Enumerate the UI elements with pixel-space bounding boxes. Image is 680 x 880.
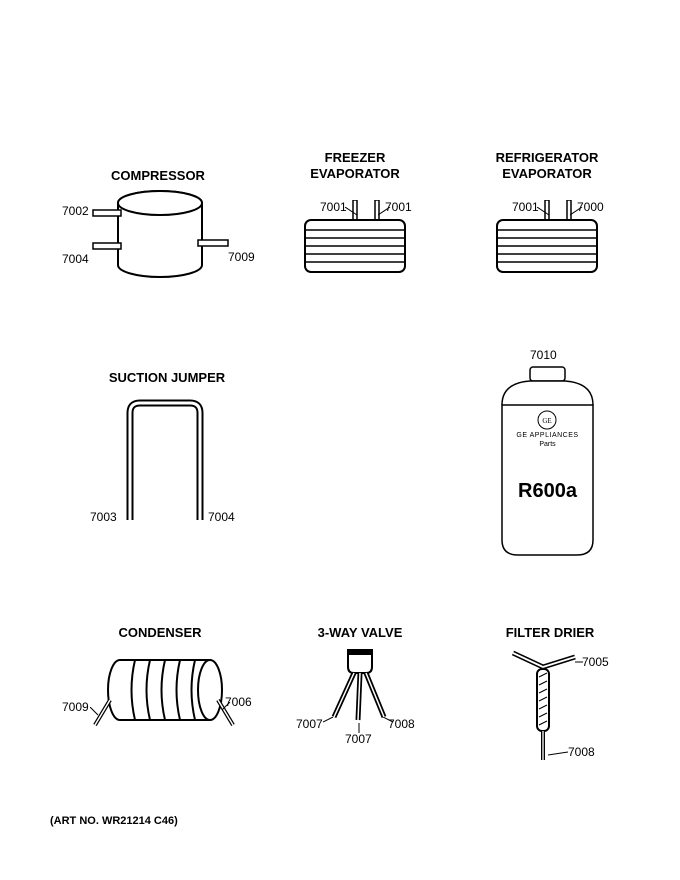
suction-jumper-drawing xyxy=(110,395,220,525)
compressor-label-tl: 7002 xyxy=(62,204,89,218)
compressor-label-bl: 7004 xyxy=(62,252,89,266)
filter-label-t: 7005 xyxy=(582,655,609,669)
parts-diagram: COMPRESSOR 7002 7004 7009 FREEZER EVAPOR… xyxy=(0,0,680,880)
refrigerant-product: R600a xyxy=(505,480,590,503)
compressor-drawing xyxy=(85,185,235,295)
compressor-label-br: 7009 xyxy=(228,250,255,264)
refrig-evap-title1: REFRIGERATOR xyxy=(482,150,612,165)
refrigerant-brand1: GE APPLIANCES xyxy=(510,432,585,439)
suction-label-r: 7004 xyxy=(208,510,235,524)
condenser-drawing xyxy=(90,650,240,740)
refrigerant-label-top: 7010 xyxy=(530,348,557,362)
art-number: (ART NO. WR21214 C46) xyxy=(50,815,178,827)
freezer-evap-title2: EVAPORATOR xyxy=(295,166,415,181)
condenser-title: CONDENSER xyxy=(100,625,220,640)
filter-drier-title: FILTER DRIER xyxy=(495,625,605,640)
refrigerant-brand2: Parts xyxy=(510,441,585,448)
refrig-evap-title2: EVAPORATOR xyxy=(482,166,612,181)
suction-label-l: 7003 xyxy=(90,510,117,524)
valve-title: 3-WAY VALVE xyxy=(305,625,415,640)
refrig-evap-label-l: 7001 xyxy=(512,200,539,214)
svg-text:GE: GE xyxy=(542,417,551,425)
condenser-label-l: 7009 xyxy=(62,700,89,714)
valve-label-l: 7007 xyxy=(296,717,323,731)
compressor-title: COMPRESSOR xyxy=(98,168,218,183)
filter-label-b: 7008 xyxy=(568,745,595,759)
suction-jumper-title: SUCTION JUMPER xyxy=(92,370,242,385)
freezer-evap-label-l: 7001 xyxy=(320,200,347,214)
freezer-evap-title1: FREEZER xyxy=(295,150,415,165)
refrigerant-can-drawing: GE xyxy=(490,365,605,560)
